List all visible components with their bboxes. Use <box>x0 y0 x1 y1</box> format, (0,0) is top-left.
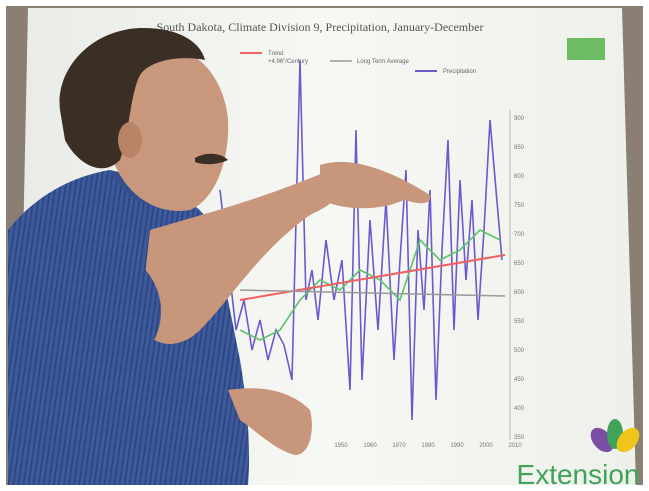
y-axis-label: 700 <box>514 232 525 238</box>
legend: Trend +4.96"/Century Long Term Average P… <box>240 51 476 75</box>
extension-logo: Extension <box>517 419 640 490</box>
chart-title: South Dakota, Climate Division 9, Precip… <box>157 20 484 34</box>
y-axis-label: 350 <box>514 435 525 441</box>
x-axis-label: 2010 <box>508 443 522 449</box>
y-axis-label: 600 <box>514 290 525 296</box>
y-axis-label: 650 <box>514 261 525 267</box>
legend-label: Precipitation <box>443 69 476 75</box>
x-axis-label: 1960 <box>363 443 377 449</box>
y-axis-label: 400 <box>514 406 525 412</box>
presenter <box>8 27 431 485</box>
x-axis-label: 1970 <box>392 443 406 449</box>
x-axis: 1950 1960 1970 1980 1990 2000 2010 <box>334 443 522 449</box>
legend-label: Trend <box>268 51 283 57</box>
y-axis-label: 750 <box>514 203 525 209</box>
y-axis-label: 550 <box>514 319 525 325</box>
y-axis-label: 850 <box>514 145 525 151</box>
x-axis-label: 1950 <box>334 443 348 449</box>
y-axis-label: 500 <box>514 348 525 354</box>
x-axis-label: 1980 <box>421 443 435 449</box>
x-axis-label: 2000 <box>479 443 493 449</box>
chart-drawing <box>219 59 511 440</box>
y-axis-label: 800 <box>514 174 525 180</box>
logo-box <box>567 38 605 60</box>
legend-label: Long Term Average <box>357 59 409 65</box>
logo-text: Extension <box>517 459 640 490</box>
y-axis: 900 850 800 750 700 650 600 550 500 450 400 350 <box>514 116 525 441</box>
y-axis-label: 900 <box>514 116 525 122</box>
x-axis-label: 1990 <box>450 443 464 449</box>
y-axis-label: 450 <box>514 377 525 383</box>
legend-label: +4.96"/Century <box>268 59 308 65</box>
